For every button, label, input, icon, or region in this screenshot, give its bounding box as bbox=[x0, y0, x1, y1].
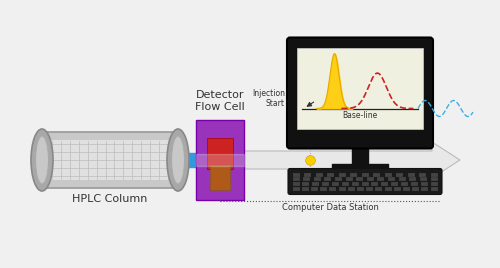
Bar bbox=[352, 182, 358, 186]
FancyBboxPatch shape bbox=[287, 38, 433, 148]
Bar bbox=[335, 177, 342, 181]
Bar bbox=[411, 182, 418, 186]
Bar bbox=[304, 173, 311, 177]
Bar bbox=[302, 187, 308, 191]
Bar bbox=[348, 187, 354, 191]
Bar bbox=[357, 187, 364, 191]
Bar bbox=[314, 177, 320, 181]
Bar bbox=[297, 47, 423, 128]
Bar bbox=[401, 182, 408, 186]
Bar bbox=[388, 177, 395, 181]
Ellipse shape bbox=[31, 129, 53, 191]
Bar bbox=[303, 177, 310, 181]
Text: Detector
Flow Cell: Detector Flow Cell bbox=[195, 90, 245, 111]
Bar bbox=[324, 177, 332, 181]
Bar bbox=[292, 182, 300, 186]
Text: Computer Data Station: Computer Data Station bbox=[282, 203, 378, 213]
Bar bbox=[430, 173, 438, 177]
Bar bbox=[430, 177, 438, 181]
Bar bbox=[312, 182, 319, 186]
Bar bbox=[372, 182, 378, 186]
Bar bbox=[210, 165, 230, 190]
Bar bbox=[408, 173, 414, 177]
Bar bbox=[398, 177, 406, 181]
Bar bbox=[292, 187, 300, 191]
Bar bbox=[430, 187, 438, 191]
Bar bbox=[362, 182, 368, 186]
Bar bbox=[311, 187, 318, 191]
Bar bbox=[196, 120, 244, 200]
Bar bbox=[391, 182, 398, 186]
Bar bbox=[420, 177, 427, 181]
Bar bbox=[292, 177, 300, 181]
Bar bbox=[48, 140, 172, 180]
Bar bbox=[419, 173, 426, 177]
FancyBboxPatch shape bbox=[38, 132, 182, 188]
Bar bbox=[342, 182, 349, 186]
Bar bbox=[327, 173, 334, 177]
Bar bbox=[292, 173, 300, 177]
FancyArrow shape bbox=[244, 142, 460, 178]
Bar bbox=[338, 173, 345, 177]
Bar bbox=[378, 177, 384, 181]
Ellipse shape bbox=[36, 136, 49, 184]
FancyBboxPatch shape bbox=[288, 169, 442, 195]
Bar bbox=[338, 187, 345, 191]
Text: HPLC Column: HPLC Column bbox=[72, 194, 148, 204]
Bar bbox=[332, 182, 339, 186]
Bar bbox=[384, 173, 392, 177]
Bar bbox=[302, 182, 310, 186]
Bar bbox=[367, 177, 374, 181]
Bar bbox=[362, 173, 368, 177]
Text: Base-line: Base-line bbox=[342, 111, 378, 121]
Bar bbox=[207, 138, 233, 169]
Bar bbox=[350, 173, 357, 177]
Bar bbox=[394, 187, 400, 191]
Ellipse shape bbox=[172, 136, 184, 184]
Bar bbox=[316, 173, 322, 177]
Bar bbox=[430, 182, 438, 186]
Bar bbox=[376, 187, 382, 191]
Ellipse shape bbox=[167, 129, 189, 191]
Bar bbox=[384, 187, 392, 191]
Bar bbox=[412, 187, 419, 191]
Bar bbox=[346, 177, 352, 181]
Bar bbox=[320, 187, 327, 191]
Bar bbox=[330, 187, 336, 191]
Bar bbox=[420, 182, 428, 186]
Bar bbox=[356, 177, 363, 181]
Bar bbox=[410, 177, 416, 181]
Bar bbox=[373, 173, 380, 177]
Bar bbox=[422, 187, 428, 191]
Bar bbox=[381, 182, 388, 186]
Bar bbox=[396, 173, 403, 177]
Bar bbox=[366, 187, 373, 191]
Bar bbox=[322, 182, 329, 186]
Bar bbox=[403, 187, 410, 191]
Text: Injection
Start: Injection Start bbox=[252, 89, 285, 108]
